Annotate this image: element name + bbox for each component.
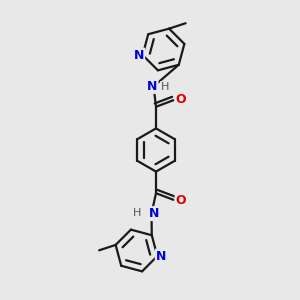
Text: O: O	[176, 194, 186, 208]
Text: H: H	[133, 208, 141, 218]
Text: O: O	[176, 92, 186, 106]
Text: N: N	[156, 250, 166, 262]
Text: N: N	[149, 207, 159, 220]
Text: H: H	[161, 82, 169, 92]
Text: N: N	[134, 49, 144, 62]
Text: N: N	[147, 80, 158, 93]
